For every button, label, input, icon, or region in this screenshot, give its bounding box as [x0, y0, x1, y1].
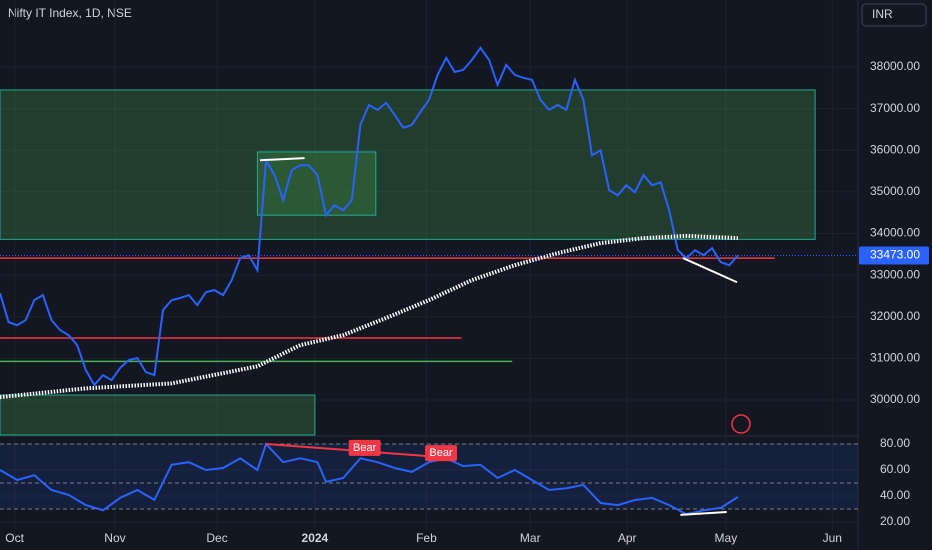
currency-button[interactable]: [861, 3, 927, 27]
moving-average: [0, 233, 738, 400]
last-price-label: 33473.00: [870, 248, 920, 262]
x-tick-label: Jun: [823, 531, 842, 545]
y-tick-label: 38000.00: [870, 59, 920, 73]
line-series: [0, 46, 739, 387]
y-tick-label: 32000.00: [870, 309, 920, 323]
currency[interactable]: INR: [872, 7, 893, 21]
trend-line: [680, 510, 727, 516]
alert-icon[interactable]: [731, 414, 751, 434]
x-tick-label: 2024: [302, 531, 329, 545]
y-tick-label: 34000.00: [870, 226, 920, 240]
last-price-badge: [859, 246, 929, 265]
zone: [0, 394, 316, 436]
x-tick-label: Apr: [618, 531, 637, 545]
x-tick-label: Feb: [416, 531, 437, 545]
y-tick-label: 20.00: [880, 514, 910, 528]
x-tick-label: May: [715, 531, 738, 545]
symbol-title: Nifty IT Index, 1D, NSE: [8, 6, 132, 20]
signal-label: Bear: [429, 447, 453, 459]
y-tick-label: 31000.00: [870, 351, 920, 365]
x-tick-label: Mar: [520, 531, 541, 545]
x-tick-label: Oct: [5, 531, 24, 545]
y-tick-label: 33000.00: [870, 267, 920, 281]
trend-line: [682, 257, 738, 284]
line-series: [0, 442, 739, 516]
signal-badge: [425, 445, 458, 462]
zone: [256, 151, 377, 216]
y-tick-label: 30000.00: [870, 392, 920, 406]
y-tick-label: 35000.00: [870, 184, 920, 198]
y-tick-label: 40.00: [880, 488, 910, 502]
signal-label: Bear: [353, 442, 377, 454]
y-tick-label: 60.00: [880, 462, 910, 476]
x-tick-label: Dec: [206, 531, 227, 545]
y-tick-label: 36000.00: [870, 142, 920, 156]
y-tick-label: 80.00: [880, 436, 910, 450]
x-tick-label: Nov: [104, 531, 125, 545]
zone: [0, 89, 816, 240]
trend-line: [259, 157, 305, 162]
signal-badge: [348, 439, 381, 456]
y-tick-label: 37000.00: [870, 101, 920, 115]
